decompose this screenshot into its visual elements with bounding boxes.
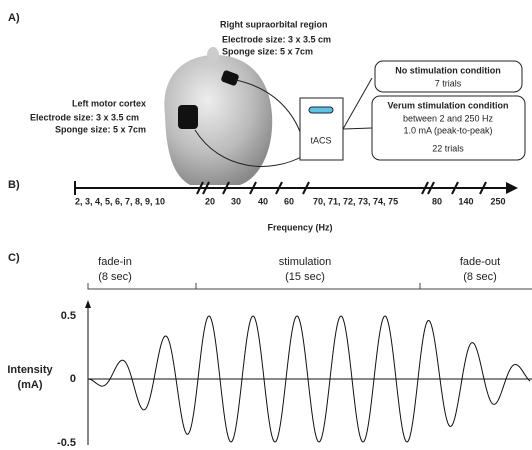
panel-label: C) [8,252,20,264]
phase-bracket [87,283,532,290]
condition-detail: between 2 and 250 Hz [403,113,494,123]
phase-duration: (8 sec) [463,271,497,283]
y-tick-label: 0.5 [61,310,76,322]
condition-detail: 1.0 mA (peak-to-peak) [403,125,492,135]
waveform [87,315,531,443]
phase-name: fade-out [460,256,500,268]
frequency-group: 80 [432,196,442,206]
device-label: tACS [310,135,331,145]
frequency-group: 30 [231,196,241,206]
frequency-group: 40 [258,196,268,206]
frequency-group: 70, 71, 72, 73, 74, 75 [313,196,398,206]
connector [342,77,373,130]
head [164,47,306,185]
frequency-group: 60 [284,196,294,206]
site-detail: Sponge size: 5 x 7cm [55,124,146,134]
y-tick-label: -0.5 [57,437,76,449]
panel-label: A) [8,12,20,24]
site-title: Right supraorbital region [220,19,328,29]
phase-name: stimulation [279,256,332,268]
site-detail: Sponge size: 5 x 7cm [222,46,313,56]
frequency-group: 140 [458,196,473,206]
y-tick-label: 0 [70,373,76,385]
device-display [308,106,334,114]
frequency-group: 250 [490,196,505,206]
condition-detail: 22 trials [432,143,464,153]
phase-duration: (15 sec) [285,271,325,283]
condition-title: Verum stimulation condition [387,100,508,110]
panel-label: B) [8,179,20,191]
frequency-group: 20 [205,196,215,206]
condition-box [374,60,523,93]
phase-duration: (8 sec) [98,271,132,283]
site-detail: Electrode size: 3 x 3.5 cm [30,112,139,122]
y-label: Intensity [7,364,53,376]
condition-title: No stimulation condition [395,65,501,75]
axis-label: Frequency (Hz) [267,222,332,232]
y-label: (mA) [17,379,42,391]
frequency-group: 2, 3, 4, 5, 6, 7, 8, 9, 10 [75,196,165,206]
site-detail: Electrode size: 3 x 3.5 cm [222,34,331,44]
frequency-axis [74,181,508,195]
phase-name: fade-in [98,256,132,268]
condition-box [371,95,526,161]
axis-arrow [85,300,91,308]
axis-arrow [506,182,518,194]
condition-detail: 7 trials [435,78,462,88]
site-title: Left motor cortex [72,98,146,108]
